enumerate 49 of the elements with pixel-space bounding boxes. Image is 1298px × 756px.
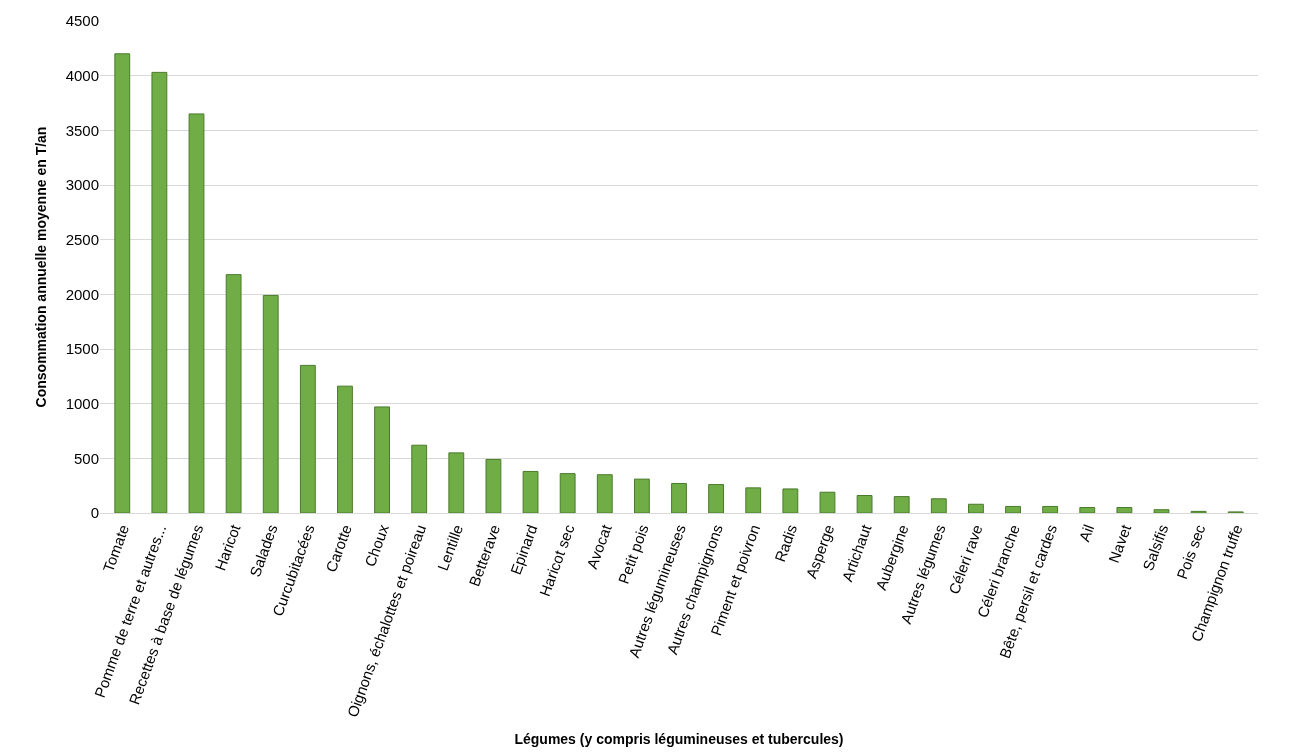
x-tick-label: Radis [771, 522, 801, 565]
x-tick-label: Ail [1075, 522, 1098, 544]
y-tick-label: 3000 [65, 176, 99, 194]
bar [856, 495, 873, 513]
y-tick-label: 2000 [65, 285, 99, 303]
bar [411, 444, 428, 513]
bar [1153, 509, 1170, 513]
bar [893, 496, 910, 513]
x-tick-label: Avocat [583, 521, 615, 571]
bar [633, 478, 650, 513]
bar [708, 484, 725, 513]
bar [337, 385, 353, 513]
bar [968, 503, 984, 513]
x-axis-title: Légumes (y compris légumineuses et tubercules) [514, 730, 844, 747]
bar [448, 452, 465, 513]
y-tick-label: 0 [90, 504, 99, 522]
bar [1116, 507, 1133, 513]
y-axis-title: Consommation annuelle moyenne en T/an [33, 126, 50, 408]
y-tick-label: 4500 [65, 12, 99, 30]
bar [225, 274, 242, 513]
bar [745, 487, 762, 513]
bar [1042, 505, 1059, 513]
bar [522, 470, 539, 513]
bar [596, 474, 613, 513]
bar [114, 53, 131, 513]
bar [819, 491, 836, 513]
bar [671, 482, 687, 513]
bar [1079, 507, 1096, 513]
y-tick-label: 4000 [65, 66, 99, 84]
bar [930, 498, 947, 513]
x-tick-label: Choux [361, 521, 393, 569]
y-tick-label: 2500 [65, 230, 99, 248]
x-tick-label: Salsifis [1139, 522, 1172, 573]
bar [151, 71, 168, 513]
bar [485, 458, 502, 513]
x-tick-label: Lentille [433, 522, 467, 573]
y-tick-label: 500 [73, 449, 99, 467]
bar [374, 406, 390, 513]
bar [299, 364, 316, 513]
y-tick-label: 1500 [65, 340, 99, 358]
y-tick-label: 1000 [65, 394, 99, 412]
x-tick-label: Navet [1104, 521, 1135, 565]
bar [559, 473, 576, 513]
x-tick-label: Carotte [322, 522, 355, 575]
bar [1005, 505, 1021, 513]
bar [782, 488, 799, 513]
bar [262, 294, 279, 513]
bar [188, 113, 205, 513]
y-tick-label: 3500 [65, 121, 99, 139]
